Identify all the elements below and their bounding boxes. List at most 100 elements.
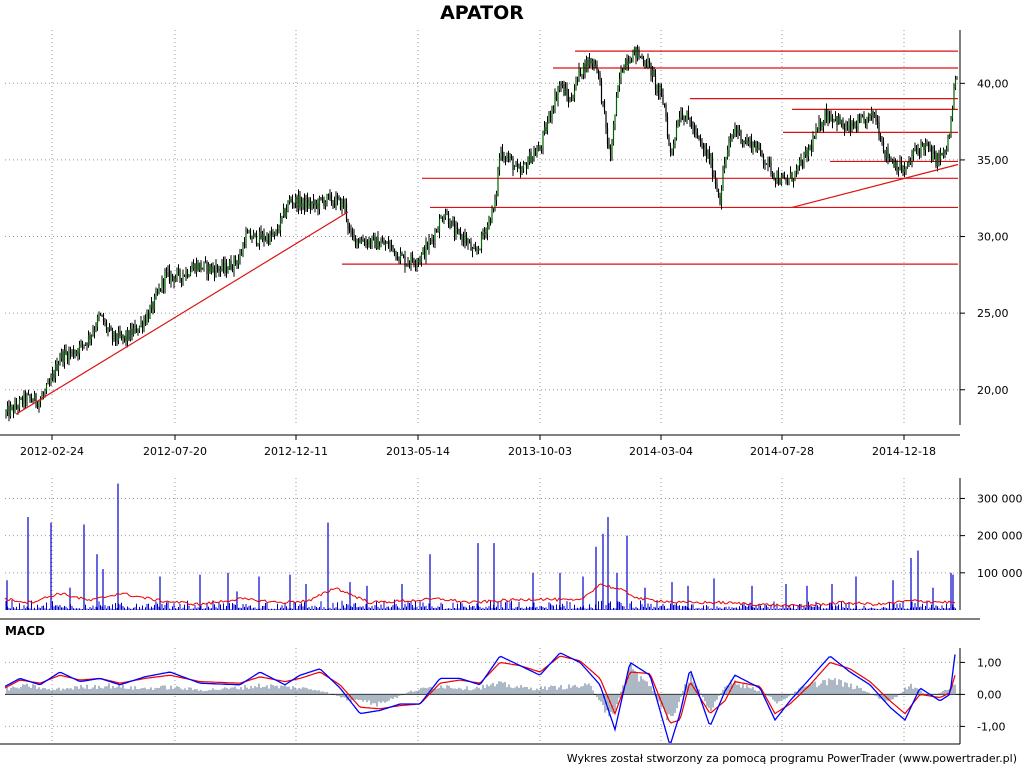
price-candle: [635, 46, 637, 58]
price-candle: [203, 261, 205, 269]
price-candle: [374, 236, 376, 249]
price-candle: [32, 401, 34, 402]
price-candle: [492, 208, 495, 209]
price-candle: [840, 119, 843, 125]
price-candle: [194, 263, 196, 273]
price-candle: [176, 270, 178, 278]
price-candle: [867, 113, 870, 118]
price-candle: [938, 153, 940, 160]
price-candle: [84, 343, 87, 346]
price-candle: [144, 319, 147, 323]
price-candle: [311, 203, 313, 208]
price-candle: [785, 179, 787, 181]
price-y-tick-4: 40,00: [977, 77, 1009, 90]
price-candle: [221, 262, 223, 269]
price-candle: [324, 201, 327, 207]
price-candle: [212, 266, 214, 270]
price-candle: [566, 88, 568, 96]
price-candle: [308, 202, 310, 208]
price-candle: [927, 143, 930, 149]
volume-y-tick-0: 100 000: [977, 567, 1023, 580]
price-candle: [464, 235, 466, 243]
price-candle: [803, 154, 805, 168]
price-candle: [774, 178, 777, 182]
price-candle: [74, 353, 76, 356]
price-candle: [531, 156, 534, 163]
price-candle: [666, 117, 669, 137]
price-candle: [872, 110, 874, 118]
price-candle: [380, 242, 382, 247]
price-candle: [87, 335, 90, 346]
price-candle: [236, 262, 238, 265]
price-candle: [762, 156, 765, 163]
price-candle: [723, 163, 726, 171]
price-candle: [18, 398, 21, 409]
price-candle: [692, 125, 694, 129]
price-candle: [260, 231, 262, 240]
price-candle: [372, 236, 375, 238]
price-candle: [377, 237, 379, 250]
price-candle: [269, 232, 271, 244]
price-candle: [621, 67, 624, 73]
price-candle: [752, 141, 754, 151]
price-candle: [624, 59, 627, 70]
price-candle: [722, 170, 724, 191]
price-candle: [615, 96, 618, 115]
price-candle: [579, 67, 582, 77]
price-candle: [408, 263, 411, 265]
price-candle: [344, 202, 346, 208]
price-candle: [77, 351, 79, 354]
price-candle: [720, 190, 723, 204]
price-candle: [689, 117, 691, 122]
price-candle: [846, 126, 849, 128]
price-candle: [750, 138, 753, 151]
price-candle: [21, 398, 24, 404]
price-candle: [489, 218, 492, 224]
price-candle: [576, 78, 579, 80]
price-candle: [99, 314, 102, 316]
price-candle: [848, 121, 850, 127]
price-candle: [110, 327, 112, 331]
price-candle: [866, 117, 868, 127]
price-candle: [711, 156, 714, 177]
price-candle: [609, 147, 612, 157]
price-candle: [888, 157, 891, 159]
chart-title: APATOR: [440, 2, 524, 24]
price-candle: [416, 262, 418, 266]
price-candle: [516, 163, 519, 167]
price-candle: [612, 124, 615, 145]
price-candle: [857, 118, 859, 131]
price-candle: [111, 330, 114, 340]
price-candle: [737, 131, 739, 134]
price-candle: [756, 147, 759, 151]
price-candle: [495, 192, 498, 201]
price-candle: [677, 125, 679, 128]
price-candle: [849, 121, 852, 131]
price-candle: [317, 203, 319, 210]
price-candle: [93, 330, 96, 332]
price-candle: [354, 235, 357, 245]
price-candle: [66, 352, 69, 361]
price-candle: [39, 400, 42, 402]
price-candle: [942, 149, 945, 156]
price-candle: [44, 390, 46, 395]
price-candle: [497, 170, 499, 193]
price-candle: [101, 314, 103, 317]
price-candle: [606, 127, 609, 145]
price-candle: [51, 373, 54, 379]
price-candle: [371, 236, 373, 245]
price-candle: [447, 212, 450, 225]
price-candle: [81, 341, 84, 345]
price-candle: [297, 195, 300, 209]
price-candle: [918, 148, 921, 155]
macd-lines: [4, 652, 956, 744]
price-candle: [953, 88, 955, 110]
price-candle: [65, 350, 67, 353]
price-candle: [471, 248, 474, 251]
price-candle: [378, 246, 381, 250]
price-candle: [453, 223, 456, 236]
price-candle: [113, 331, 115, 340]
price-candle: [263, 233, 265, 241]
price-candle: [567, 95, 570, 102]
price-candle: [596, 64, 598, 70]
